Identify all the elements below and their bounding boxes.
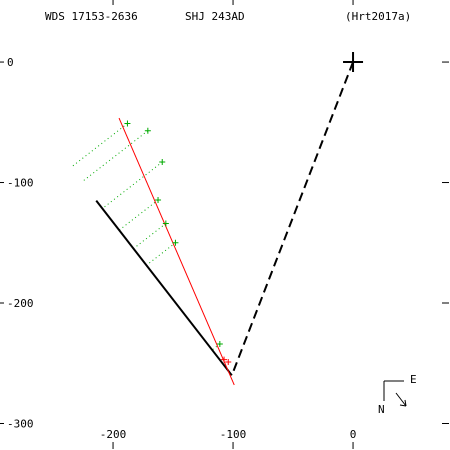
y-tick-label: -300 (7, 417, 34, 430)
reference: (Hrt2017a) (345, 10, 411, 23)
fit-line (95, 199, 233, 376)
compass-east: E (410, 373, 417, 386)
y-tick-label: 0 (7, 56, 14, 69)
orbit-line (118, 117, 235, 386)
x-tick-label: -200 (100, 428, 127, 441)
y-tick-label: -200 (7, 297, 34, 310)
compass: E N (378, 373, 417, 416)
residual (102, 161, 163, 209)
measurement (221, 356, 228, 363)
primary-star (343, 52, 364, 73)
residual (146, 242, 176, 266)
residual (211, 343, 221, 351)
residual (118, 199, 159, 231)
chart-subtitle: SHJ 243AD (185, 10, 245, 23)
measurement (159, 159, 166, 166)
x-tick-label: 0 (350, 428, 357, 441)
separation-line (230, 61, 354, 376)
y-tick-label: -100 (7, 177, 34, 190)
x-tick-label: -100 (220, 428, 247, 441)
measurement (172, 239, 179, 246)
measurement (216, 340, 223, 347)
compass-north: N (378, 403, 385, 416)
residual (70, 123, 128, 168)
chart-title: WDS 17153-2636 (45, 10, 138, 23)
measurement (162, 220, 169, 227)
measurement (225, 359, 232, 366)
residual (81, 130, 149, 183)
measurement (124, 120, 131, 127)
measurement (144, 127, 151, 134)
measurement (155, 197, 162, 203)
residual (133, 223, 167, 249)
